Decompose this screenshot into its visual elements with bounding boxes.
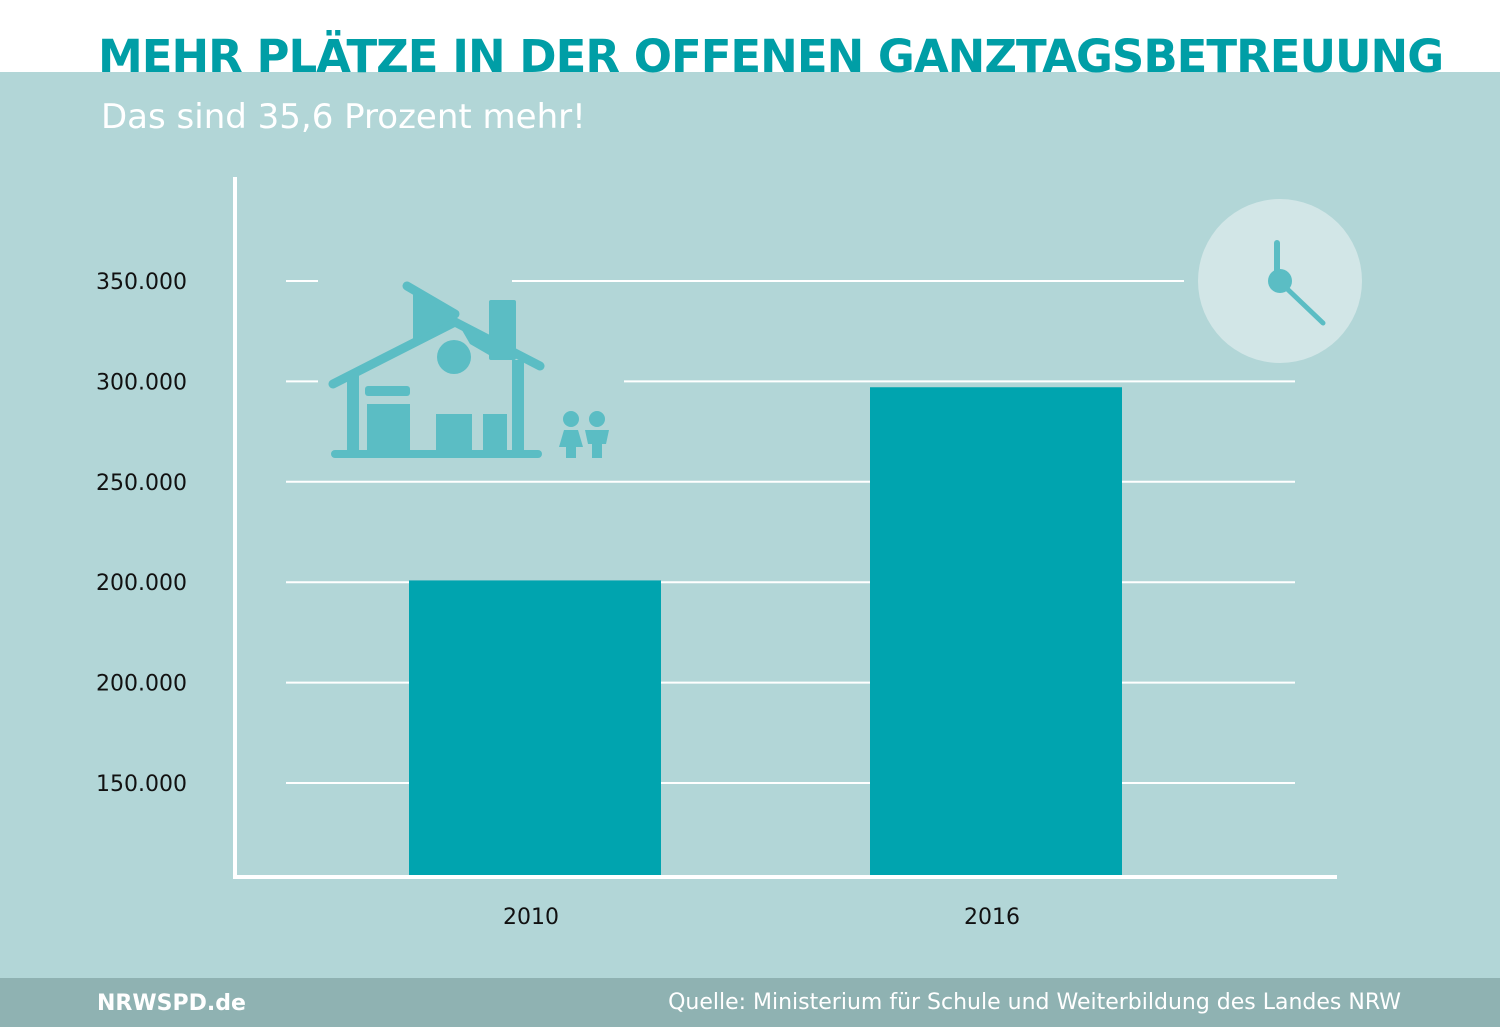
gridline-gap xyxy=(318,278,512,284)
x-tick-labels: 2010 2016 xyxy=(503,905,1020,930)
y-tick-label: 200.000 xyxy=(96,571,187,596)
x-tick-label-2010: 2010 xyxy=(503,905,559,930)
bar-2010 xyxy=(409,580,661,875)
chart-subtitle: Das sind 35,6 Prozent mehr! xyxy=(101,97,586,137)
gridline-gap xyxy=(318,378,624,385)
footer-site-link[interactable]: NRWSPD.de xyxy=(97,991,246,1016)
y-tick-label: 350.000 xyxy=(96,270,187,295)
y-tick-label: 150.000 xyxy=(96,772,187,797)
clock-icon xyxy=(1198,199,1362,363)
children-icon xyxy=(559,411,609,458)
y-tick-label: 300.000 xyxy=(96,370,187,395)
y-tick-label: 250.000 xyxy=(96,471,187,496)
bar-2016 xyxy=(870,387,1122,875)
house-icon xyxy=(328,281,545,458)
x-tick-label-2016: 2016 xyxy=(964,905,1020,930)
y-tick-label: 200.000 xyxy=(96,672,187,697)
chart-title: MEHR PLÄTZE IN DER OFFENEN GANZTAGSBETRE… xyxy=(98,30,1444,83)
axes xyxy=(233,177,1337,879)
footer-source-note: Quelle: Ministerium für Schule und Weite… xyxy=(668,990,1401,1015)
bars xyxy=(409,387,1122,875)
footer-bar: NRWSPD.de Quelle: Ministerium für Schule… xyxy=(0,978,1500,1027)
y-tick-labels: 150.000 200.000 200.000 250.000 300.000 350.0… xyxy=(96,270,187,797)
